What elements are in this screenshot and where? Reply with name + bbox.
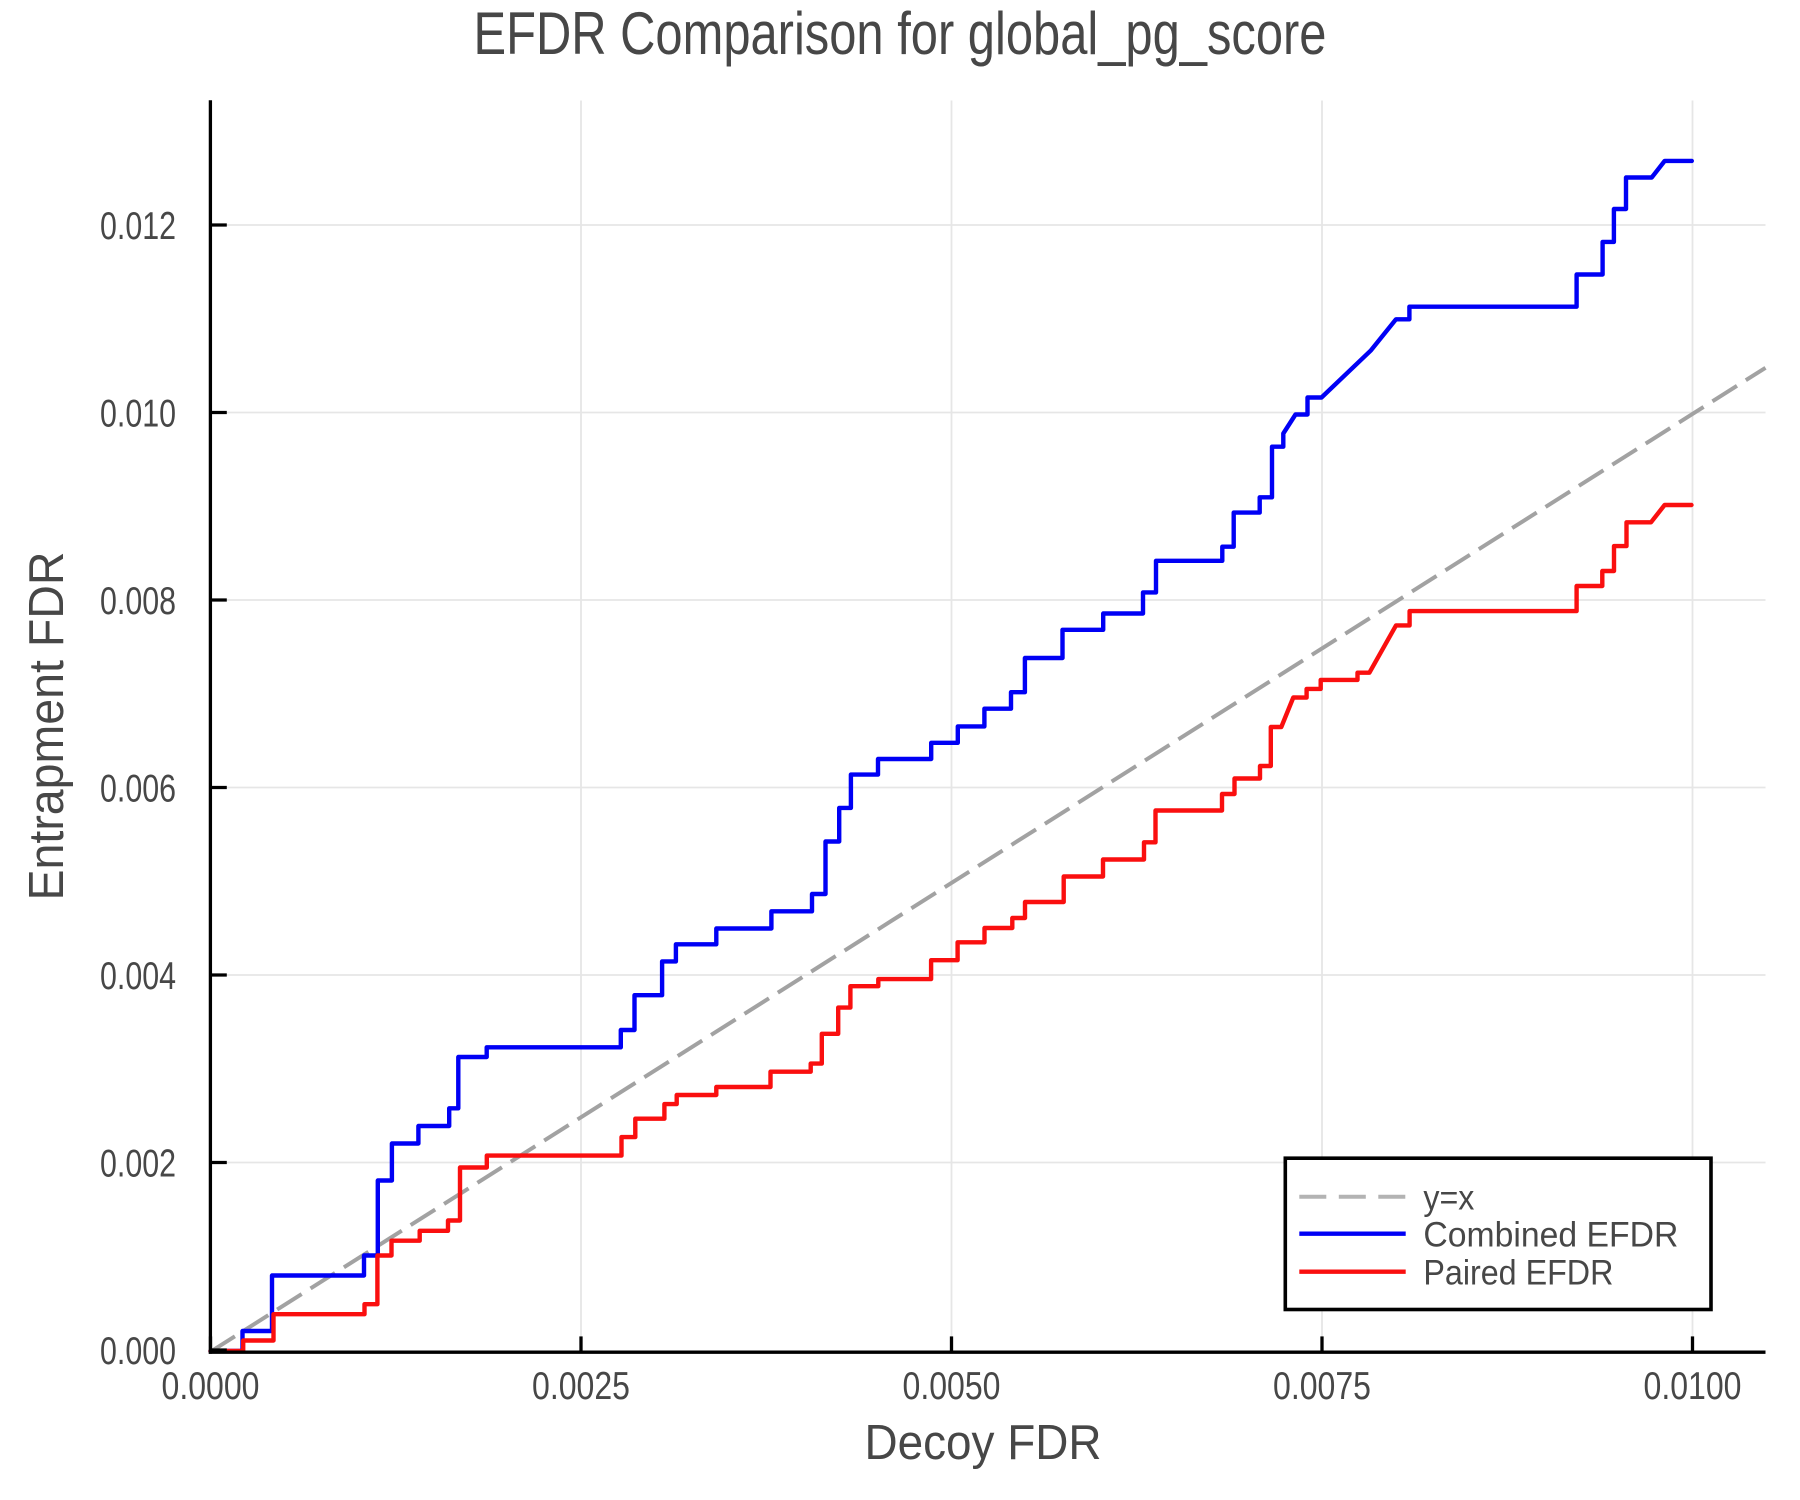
svg-text:0.0000: 0.0000: [162, 1365, 260, 1408]
svg-text:Decoy FDR: Decoy FDR: [865, 1416, 1102, 1470]
svg-text:0.0025: 0.0025: [532, 1365, 630, 1408]
svg-text:0.002: 0.002: [100, 1143, 176, 1186]
svg-text:Combined EFDR: Combined EFDR: [1423, 1215, 1678, 1255]
svg-text:0.004: 0.004: [100, 955, 176, 998]
svg-text:Paired EFDR: Paired EFDR: [1423, 1253, 1613, 1293]
svg-text:Entrapment FDR: Entrapment FDR: [20, 552, 74, 901]
svg-text:0.000: 0.000: [100, 1330, 176, 1373]
svg-text:0.012: 0.012: [100, 205, 176, 248]
svg-text:0.010: 0.010: [100, 393, 176, 436]
svg-text:y=x: y=x: [1423, 1178, 1474, 1218]
svg-text:EFDR Comparison for global_pg_: EFDR Comparison for global_pg_score: [474, 0, 1327, 67]
svg-text:0.006: 0.006: [100, 768, 176, 811]
svg-text:0.008: 0.008: [100, 580, 176, 623]
svg-text:0.0100: 0.0100: [1644, 1365, 1742, 1408]
svg-text:0.0050: 0.0050: [903, 1365, 1001, 1408]
svg-text:0.0075: 0.0075: [1273, 1365, 1371, 1408]
